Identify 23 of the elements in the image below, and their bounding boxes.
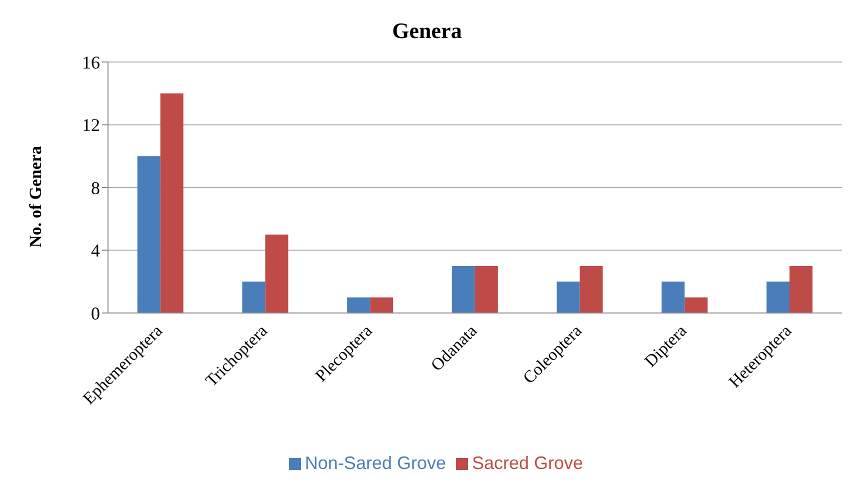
y-tick-label: 4 <box>91 240 100 261</box>
bar <box>137 156 160 313</box>
bar <box>662 282 685 313</box>
legend-label: Sacred Grove <box>472 453 584 473</box>
bar <box>265 234 288 313</box>
y-axis-title: No. of Genera <box>26 146 46 248</box>
bar <box>452 266 475 313</box>
bar <box>684 297 708 313</box>
y-tick-label: 16 <box>82 52 100 72</box>
y-tick-label: 12 <box>82 115 100 136</box>
bar <box>370 297 394 313</box>
bar <box>160 93 184 313</box>
bar <box>347 297 370 313</box>
bar <box>766 282 790 313</box>
chart-title: Genera <box>391 18 463 44</box>
y-tick-label: 0 <box>91 303 100 324</box>
y-tick-label: 8 <box>91 178 100 198</box>
bar <box>790 266 813 313</box>
bar <box>580 266 603 313</box>
bar <box>242 282 266 313</box>
bar <box>556 282 580 313</box>
bar <box>474 266 498 313</box>
legend-label: Non-Sared Grove <box>304 453 446 473</box>
